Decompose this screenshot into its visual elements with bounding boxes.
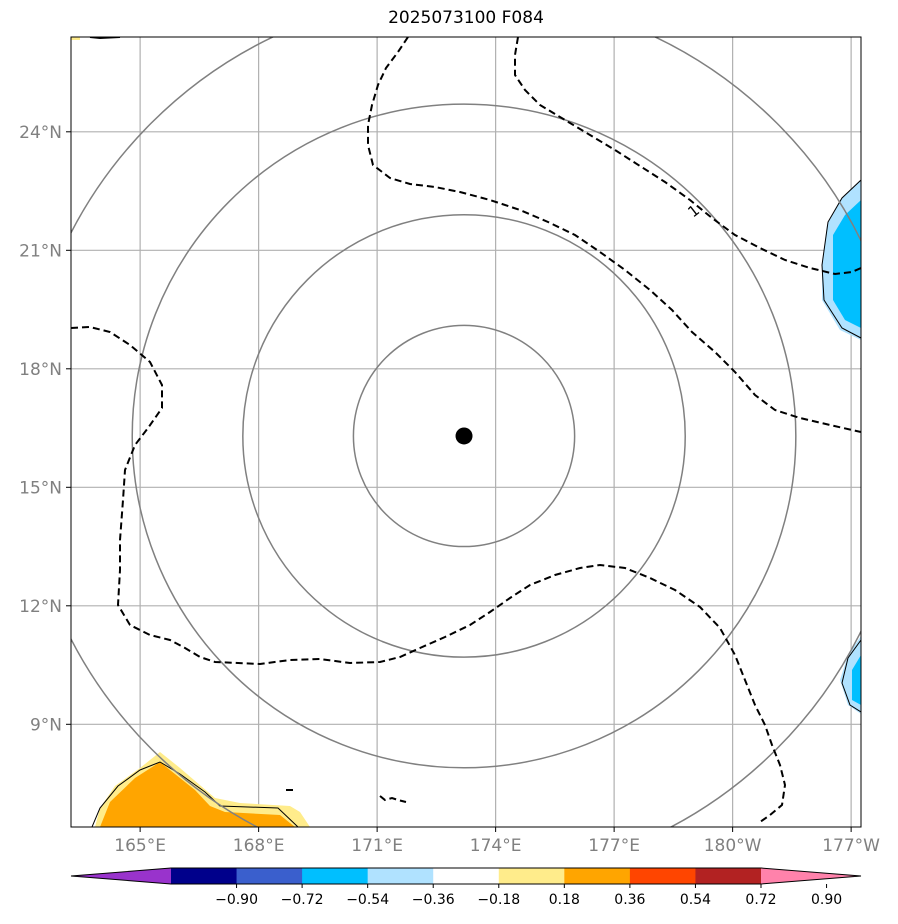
x-tick-label: 171°E: [351, 836, 403, 856]
colorbar-tick-label: −0.36: [412, 892, 455, 908]
x-tick-label: 174°E: [470, 836, 522, 856]
colorbar-tick-label: −0.54: [346, 892, 389, 908]
colorbar-tick-label: −0.72: [281, 892, 324, 908]
contour-label: 1: [684, 201, 703, 221]
colorbar: −0.90 −0.72 −0.54 −0.36 −0.18 0.18 0.36 0.54 0.7…: [70, 867, 862, 908]
y-tick-label: 15°N: [19, 478, 62, 498]
x-axis-ticks: 165°E 168°E 171°E 174°E 177°E 180°W 177°W: [114, 827, 880, 856]
colorbar-tick-label: 0.18: [549, 892, 580, 908]
x-tick-label: 165°E: [114, 836, 166, 856]
x-tick-label: 168°E: [233, 836, 285, 856]
colorbar-tick-label: 0.36: [614, 892, 645, 908]
y-axis-ticks: 24°N 21°N 18°N 15°N 12°N 9°N: [19, 123, 71, 735]
positive-anomaly-core: [100, 762, 295, 827]
colorbar-segment: [564, 868, 631, 884]
colorbar-segment: [629, 868, 696, 884]
colorbar-tick-label: 0.90: [811, 892, 842, 908]
anomaly-contour-lower: [841, 639, 861, 713]
anomaly-contour-upper: [821, 179, 861, 339]
colorbar-tick-label: −0.18: [477, 892, 520, 908]
colorbar-tick-label: −0.90: [215, 892, 258, 908]
small-yellow-top-left: [71, 37, 80, 40]
anomaly-fill: [71, 37, 861, 827]
colorbar-segment: [302, 868, 369, 884]
y-tick-label: 12°N: [19, 597, 62, 617]
anomaly-contour-thin: [91, 761, 299, 827]
colorbar-segment: [171, 868, 238, 884]
colorbar-extend-low: [71, 868, 171, 884]
x-tick-label: 177°W: [822, 836, 880, 856]
range-rings: [71, 37, 861, 827]
colorbar-tick-label: 0.72: [745, 892, 776, 908]
colorbar-outline: [70, 867, 862, 885]
colorbar-segment: [236, 868, 303, 884]
x-tick-label: 177°E: [588, 836, 640, 856]
range-ring: [242, 214, 686, 658]
negative-anomaly-core-lower: [852, 655, 861, 705]
y-tick-label: 9°N: [30, 715, 62, 735]
negative-anomaly-core-upper: [833, 200, 861, 328]
x-tick-label: 180°W: [704, 836, 762, 856]
chart-title: 2025073100 F084: [388, 8, 544, 28]
colorbar-segment: [433, 868, 500, 884]
colorbar-segment: [367, 868, 434, 884]
range-ring: [131, 103, 797, 769]
colorbar-tick-label: 0.54: [680, 892, 711, 908]
dashed-contour-north: [367, 37, 861, 433]
storm-center-marker: [455, 427, 473, 445]
colorbar-segment: [695, 868, 762, 884]
dashed-fragment-south: [379, 795, 407, 803]
y-tick-label: 24°N: [19, 123, 62, 143]
dashed-contour-west-north: [71, 325, 787, 823]
y-tick-label: 18°N: [19, 360, 62, 380]
dashed-contour-northeast: [514, 37, 861, 276]
colorbar-extend-high: [761, 868, 861, 884]
range-ring: [352, 324, 576, 548]
gridlines: [71, 37, 861, 827]
colorbar-segment: [498, 868, 565, 884]
plot-frame: [70, 36, 862, 828]
y-tick-label: 21°N: [19, 241, 62, 261]
